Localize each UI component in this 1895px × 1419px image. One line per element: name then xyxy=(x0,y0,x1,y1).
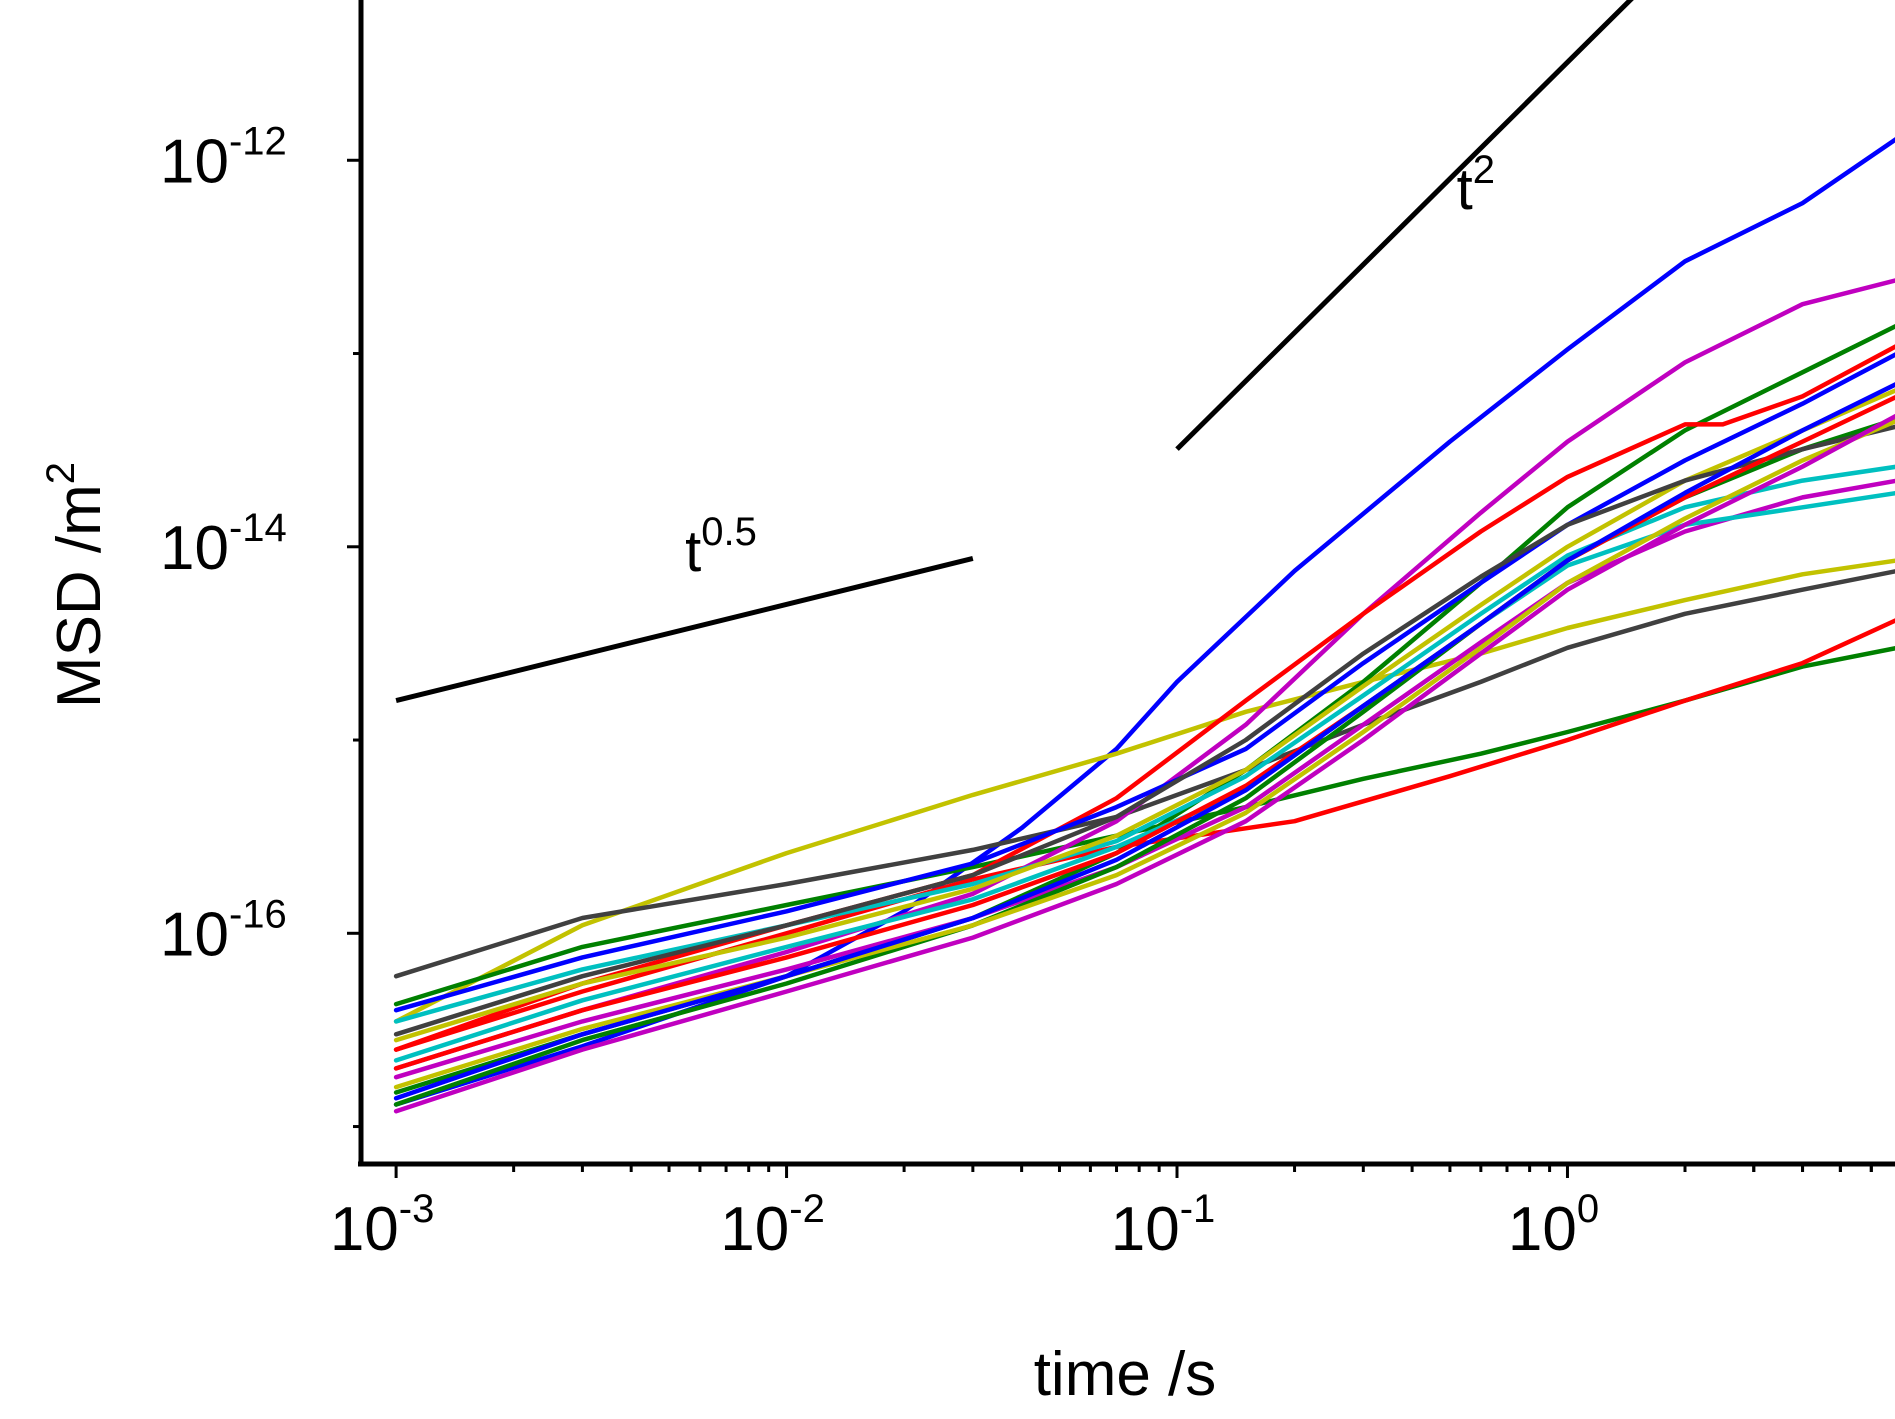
reference-label-exp: 0.5 xyxy=(701,510,757,554)
y-tick-label: 10-12 xyxy=(160,119,287,196)
y-tick-label: 10-14 xyxy=(160,506,287,583)
reference-label-exp: 2 xyxy=(1473,148,1495,192)
x-tick-label: 10-1 xyxy=(1111,1187,1216,1264)
y-axis-title: MSD /m2 xyxy=(39,462,114,708)
y-tick-base: 10 xyxy=(160,127,229,196)
series-line-magenta-low xyxy=(393,413,1895,1114)
reference-line-slope-0.5 xyxy=(395,556,974,704)
series-line-green-high xyxy=(393,323,1895,1095)
series-layer xyxy=(393,137,1895,1114)
series-line-red-high xyxy=(393,344,1895,1052)
y-tick-base: 10 xyxy=(160,900,229,969)
x-tick-label: 10-3 xyxy=(330,1187,435,1264)
reference-label-t0.5: t0.5 xyxy=(685,510,757,584)
series-line-blue-mid xyxy=(393,352,1895,1013)
x-tick-base: 10 xyxy=(1508,1195,1577,1264)
reference-label-base: t xyxy=(1457,157,1473,222)
y-tick-label: 10-16 xyxy=(160,892,287,969)
x-tick-base: 10 xyxy=(720,1195,789,1264)
x-tick-exp: 0 xyxy=(1577,1187,1599,1231)
x-tick-exp: -2 xyxy=(789,1187,825,1231)
x-tick-exp: -3 xyxy=(399,1187,435,1231)
series-line-magenta-mid xyxy=(393,478,1895,1080)
series-line-blue-low xyxy=(393,382,1895,1101)
x-tick-label: 100 xyxy=(1508,1187,1599,1264)
series-line-dark-gray-mid xyxy=(393,424,1895,1037)
x-tick-base: 10 xyxy=(330,1195,399,1264)
x-axis-title: time /s xyxy=(1034,1340,1217,1409)
x-tick-exp: -1 xyxy=(1180,1187,1216,1231)
y-tick-exp: -14 xyxy=(229,506,287,550)
series-line-yellow-low xyxy=(393,419,1895,1090)
reference-label-base: t xyxy=(685,519,701,584)
y-axis-title-exp: 2 xyxy=(39,462,83,484)
reference-line-slope-2 xyxy=(1175,0,1634,451)
series-line-yellow-mid xyxy=(393,388,1895,1043)
x-tick-label: 10-2 xyxy=(720,1187,825,1264)
y-tick-exp: -16 xyxy=(229,892,287,936)
reference-lines: t0.5t2 xyxy=(395,0,1634,704)
reference-label-t2: t2 xyxy=(1457,148,1495,222)
y-axis-title-main: MSD /m xyxy=(45,484,114,708)
series-line-yellow-upper xyxy=(393,558,1895,1024)
series-line-magenta-upper xyxy=(393,278,1895,1071)
x-tick-base: 10 xyxy=(1111,1195,1180,1264)
y-tick-exp: -12 xyxy=(229,119,287,163)
y-tick-base: 10 xyxy=(160,514,229,583)
